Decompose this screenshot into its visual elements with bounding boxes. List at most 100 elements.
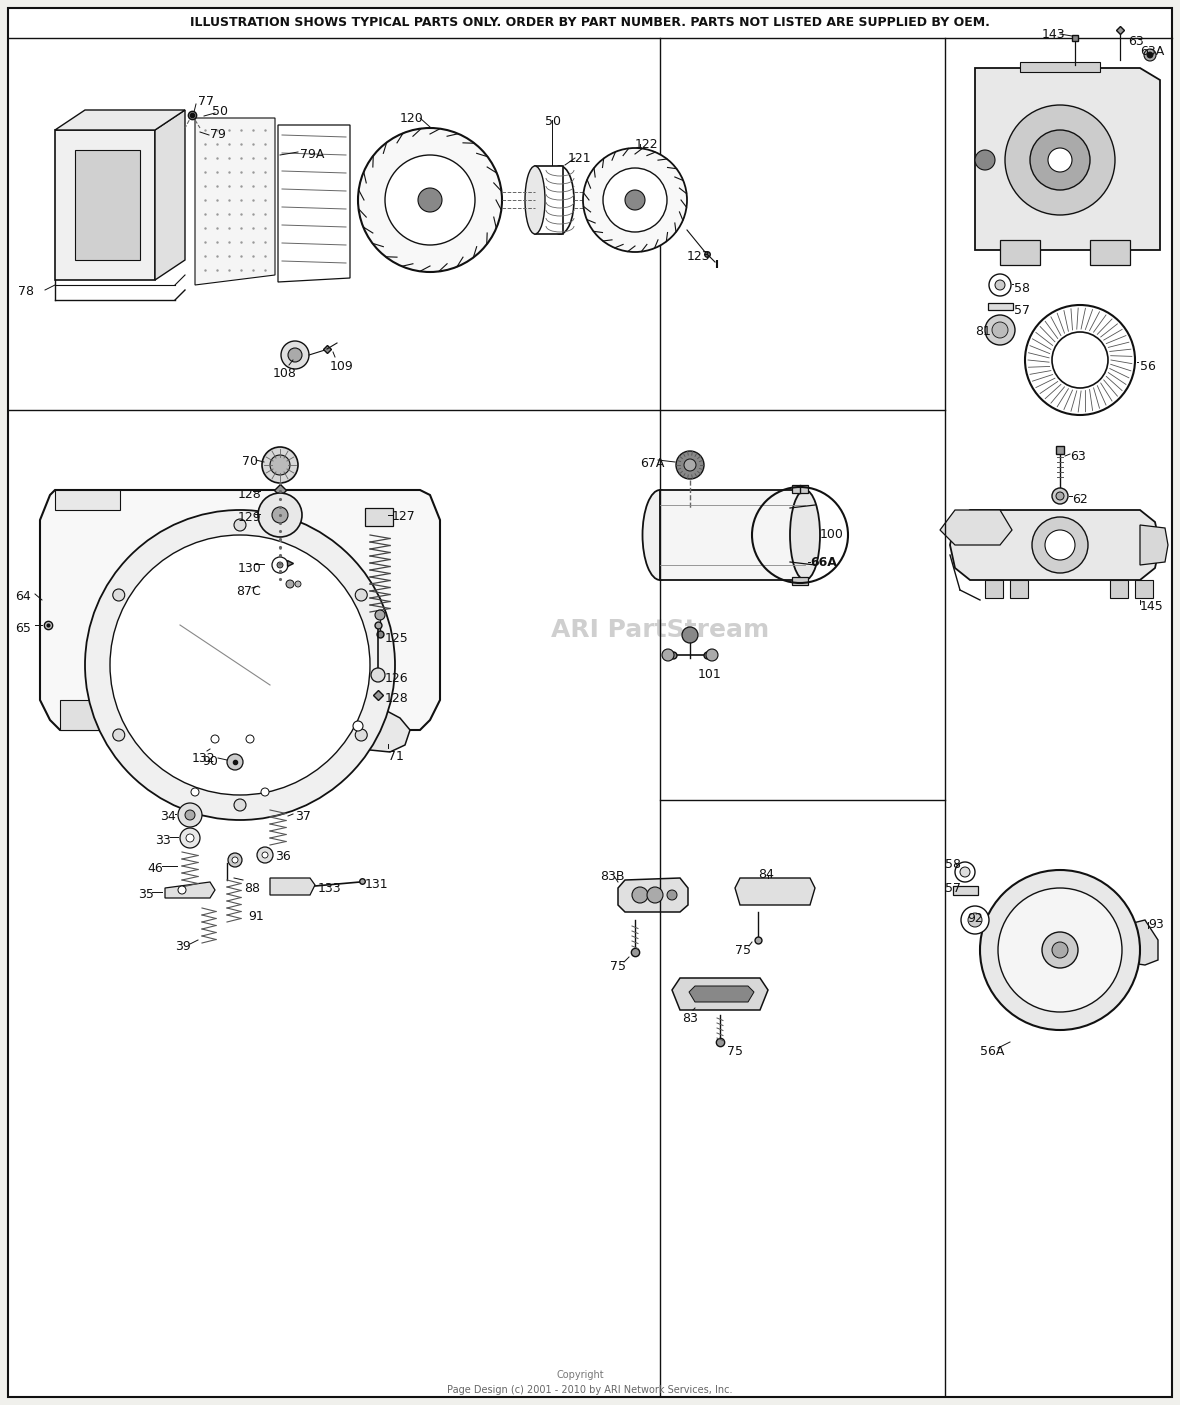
- Text: 75: 75: [610, 960, 627, 974]
- Circle shape: [113, 589, 125, 601]
- Circle shape: [1147, 52, 1153, 58]
- Circle shape: [277, 562, 283, 568]
- Polygon shape: [55, 490, 120, 510]
- Circle shape: [1005, 105, 1115, 215]
- Bar: [660, 490, 805, 580]
- Text: 58: 58: [945, 858, 961, 871]
- Text: 66A: 66A: [809, 556, 837, 569]
- Circle shape: [353, 721, 363, 731]
- Circle shape: [113, 729, 125, 740]
- Bar: [1020, 62, 1100, 72]
- Circle shape: [992, 322, 1008, 339]
- Circle shape: [281, 341, 309, 370]
- Polygon shape: [55, 110, 185, 131]
- Bar: [792, 485, 808, 493]
- Circle shape: [662, 649, 674, 660]
- Text: 46: 46: [148, 863, 163, 875]
- Polygon shape: [195, 118, 275, 285]
- Polygon shape: [1110, 580, 1128, 599]
- Circle shape: [178, 804, 202, 828]
- Text: 131: 131: [365, 878, 388, 891]
- Text: 79: 79: [210, 128, 225, 140]
- Circle shape: [355, 729, 367, 740]
- Text: 79A: 79A: [300, 148, 325, 162]
- Circle shape: [181, 828, 199, 849]
- Polygon shape: [258, 577, 308, 601]
- Text: 83: 83: [682, 1012, 697, 1026]
- Ellipse shape: [642, 490, 677, 580]
- Circle shape: [371, 667, 385, 681]
- Polygon shape: [165, 882, 215, 898]
- Circle shape: [418, 188, 442, 212]
- Circle shape: [961, 867, 970, 877]
- Text: 63: 63: [1128, 35, 1143, 48]
- Text: 125: 125: [385, 632, 408, 645]
- Bar: [792, 577, 808, 584]
- Polygon shape: [1100, 920, 1158, 965]
- Text: 71: 71: [388, 750, 404, 763]
- Polygon shape: [155, 110, 185, 280]
- Text: 133: 133: [317, 882, 342, 895]
- Text: 87C: 87C: [236, 584, 261, 599]
- Polygon shape: [1135, 580, 1153, 599]
- Text: 108: 108: [273, 367, 297, 379]
- Text: Copyright: Copyright: [556, 1370, 604, 1380]
- Circle shape: [234, 518, 245, 531]
- Circle shape: [1030, 131, 1090, 190]
- Circle shape: [1053, 332, 1108, 388]
- Circle shape: [191, 788, 199, 797]
- Ellipse shape: [525, 166, 545, 235]
- Circle shape: [178, 887, 186, 894]
- Circle shape: [989, 274, 1011, 296]
- Circle shape: [273, 556, 288, 573]
- Circle shape: [261, 788, 269, 797]
- Ellipse shape: [789, 490, 820, 580]
- Circle shape: [975, 150, 995, 170]
- Text: 50: 50: [545, 115, 560, 128]
- Polygon shape: [1010, 580, 1028, 599]
- Circle shape: [981, 870, 1140, 1030]
- Circle shape: [1143, 49, 1156, 60]
- Circle shape: [961, 906, 989, 934]
- Polygon shape: [1103, 971, 1125, 989]
- Circle shape: [647, 887, 663, 903]
- Circle shape: [262, 851, 268, 858]
- Circle shape: [1042, 932, 1079, 968]
- Text: 58: 58: [1014, 282, 1030, 295]
- Polygon shape: [190, 731, 270, 747]
- Text: 145: 145: [1140, 600, 1163, 613]
- Text: 143: 143: [1042, 28, 1066, 41]
- Circle shape: [667, 889, 677, 901]
- Circle shape: [262, 447, 299, 483]
- Polygon shape: [60, 700, 100, 731]
- Polygon shape: [618, 878, 688, 912]
- Polygon shape: [1021, 993, 1040, 1014]
- Polygon shape: [55, 131, 155, 280]
- Text: 132: 132: [192, 752, 216, 764]
- Text: 90: 90: [202, 754, 218, 769]
- Text: 128: 128: [385, 693, 408, 705]
- Polygon shape: [999, 240, 1040, 266]
- Text: 127: 127: [392, 510, 415, 523]
- Polygon shape: [40, 490, 440, 731]
- Polygon shape: [940, 510, 1012, 545]
- Polygon shape: [953, 887, 978, 895]
- Circle shape: [625, 190, 645, 209]
- Polygon shape: [278, 125, 350, 282]
- Polygon shape: [689, 986, 754, 1002]
- Text: 63: 63: [1070, 450, 1086, 464]
- Text: 36: 36: [275, 850, 290, 863]
- Text: 39: 39: [175, 940, 191, 953]
- Text: 34: 34: [160, 811, 176, 823]
- Text: 93: 93: [1148, 917, 1163, 932]
- Circle shape: [995, 280, 1005, 289]
- Circle shape: [286, 580, 294, 589]
- Text: 57: 57: [1014, 303, 1030, 318]
- Text: 62: 62: [1071, 493, 1088, 506]
- Text: 109: 109: [330, 360, 354, 372]
- Circle shape: [375, 610, 385, 620]
- Text: 84: 84: [758, 868, 774, 881]
- Text: ILLUSTRATION SHOWS TYPICAL PARTS ONLY. ORDER BY PART NUMBER. PARTS NOT LISTED AR: ILLUSTRATION SHOWS TYPICAL PARTS ONLY. O…: [190, 15, 990, 28]
- Text: 77: 77: [198, 96, 214, 108]
- Polygon shape: [1140, 525, 1168, 565]
